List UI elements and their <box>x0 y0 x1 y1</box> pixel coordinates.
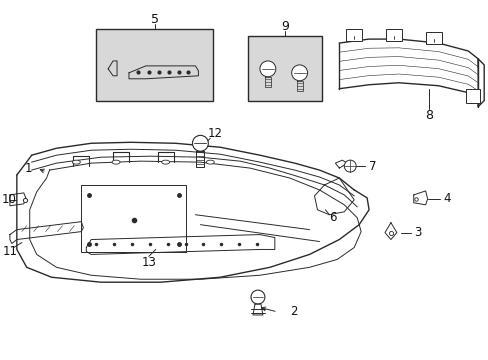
Text: 10: 10 <box>2 193 17 206</box>
Text: 2: 2 <box>289 306 297 319</box>
Text: 5: 5 <box>150 13 159 26</box>
Text: 3: 3 <box>413 226 420 239</box>
Bar <box>96 29 213 100</box>
Text: 13: 13 <box>141 256 156 269</box>
Ellipse shape <box>112 160 120 164</box>
Text: 11: 11 <box>2 245 18 258</box>
Bar <box>81 185 185 252</box>
Bar <box>466 89 479 103</box>
Bar <box>425 32 441 44</box>
Circle shape <box>250 290 264 304</box>
Text: 12: 12 <box>207 127 223 140</box>
Circle shape <box>192 135 208 151</box>
Bar <box>385 29 401 41</box>
Text: 1: 1 <box>24 162 32 175</box>
Circle shape <box>291 65 307 81</box>
Text: 4: 4 <box>443 192 450 205</box>
Circle shape <box>344 160 355 172</box>
Ellipse shape <box>162 160 169 164</box>
Ellipse shape <box>206 160 214 164</box>
Ellipse shape <box>72 160 80 164</box>
Bar <box>346 29 362 41</box>
Text: 9: 9 <box>281 20 288 33</box>
Text: 6: 6 <box>329 211 336 224</box>
Text: 7: 7 <box>368 159 376 172</box>
Text: 8: 8 <box>424 109 432 122</box>
Circle shape <box>260 61 275 77</box>
Bar <box>247 36 322 100</box>
